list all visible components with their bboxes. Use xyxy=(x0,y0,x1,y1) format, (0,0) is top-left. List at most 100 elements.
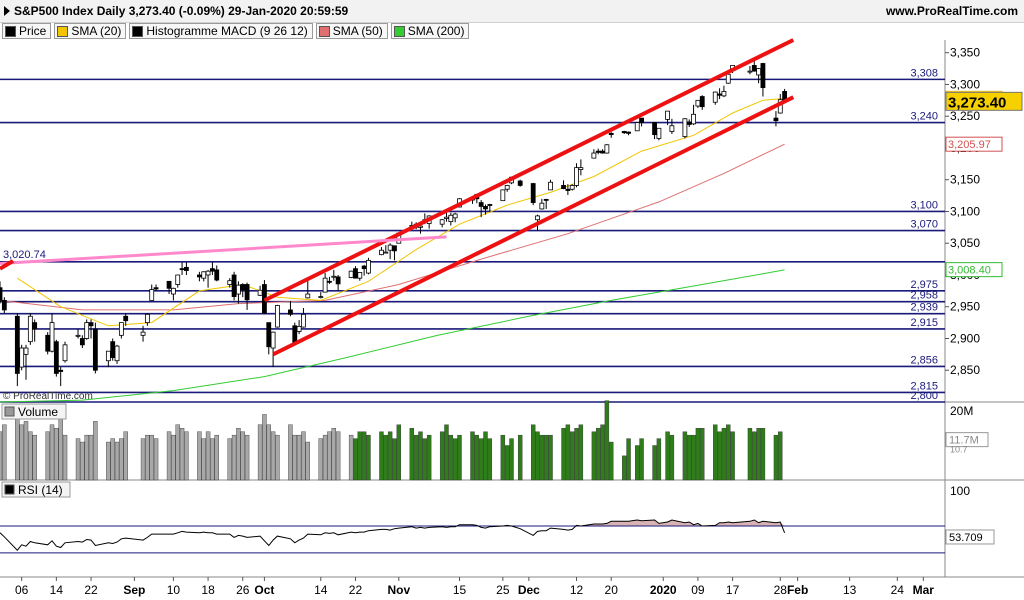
volume-bar xyxy=(539,434,545,481)
volume-bar xyxy=(687,434,692,481)
volume-bar xyxy=(383,434,389,481)
rsi-label: RSI (14) xyxy=(18,483,63,497)
current-price-badge xyxy=(945,91,1023,111)
date-tick-label: 10 xyxy=(167,583,181,597)
level-label: 2,815 xyxy=(910,380,938,392)
candle-down xyxy=(58,369,64,372)
level-label: 2,800 xyxy=(910,390,938,402)
volume-bar xyxy=(175,424,180,481)
candle-up xyxy=(227,280,233,285)
volume-bar xyxy=(535,431,540,481)
volume-bar xyxy=(752,431,757,481)
volume-bar xyxy=(266,424,271,481)
date-tick-label: 15 xyxy=(453,583,467,597)
candle-up xyxy=(500,189,506,202)
site-name[interactable]: www.ProRealTime.com xyxy=(885,4,1018,18)
volume-bar xyxy=(80,441,85,481)
volume-bar xyxy=(596,428,601,481)
candle-up xyxy=(669,125,675,132)
volume-bar xyxy=(366,434,371,481)
candle-up xyxy=(205,270,211,276)
volume-bar xyxy=(62,434,68,481)
candle-down xyxy=(79,338,85,346)
volume-bar xyxy=(231,434,237,481)
candle-up xyxy=(691,113,696,125)
volume-bar xyxy=(270,431,276,481)
volume-bar xyxy=(665,431,670,481)
candle-down xyxy=(179,268,185,271)
candle-down xyxy=(392,245,397,252)
candle-up xyxy=(114,345,120,362)
candle-up xyxy=(439,219,445,225)
date-tick-label: Sep xyxy=(123,583,145,597)
expand-caret-icon[interactable] xyxy=(4,6,10,16)
candle-down xyxy=(686,121,692,125)
candle-down xyxy=(32,322,38,330)
candle-down xyxy=(760,63,766,89)
candle-down xyxy=(353,268,358,279)
candle-up xyxy=(331,275,337,278)
candle-up xyxy=(548,181,553,191)
volume-current-label: 11.7M xyxy=(949,435,979,447)
volume-bar xyxy=(760,428,766,481)
volume-bar xyxy=(500,434,506,481)
candle-down xyxy=(621,131,627,134)
volume-bar xyxy=(15,414,20,481)
candle-up xyxy=(236,284,241,295)
legend-sma50[interactable]: SMA (50) xyxy=(315,23,388,39)
volume-bar xyxy=(778,431,783,481)
legend-price[interactable]: Price xyxy=(2,23,52,39)
legend-sma20[interactable]: SMA (20) xyxy=(54,23,127,39)
candle-down xyxy=(639,117,644,123)
volume-bar xyxy=(717,431,722,481)
level-label: 3,240 xyxy=(910,111,938,123)
volume-bar xyxy=(179,428,185,481)
date-tick-label: Oct xyxy=(254,583,274,597)
price-tick-label: 3,050 xyxy=(950,236,980,250)
volume-bar xyxy=(730,431,735,481)
volume-bar xyxy=(288,424,293,481)
sma20-line xyxy=(17,97,785,327)
sma50-line xyxy=(0,143,785,311)
legend-sma200[interactable]: SMA (200) xyxy=(390,23,470,39)
volume-bar xyxy=(0,431,3,481)
volume-partial-label: 10.7 xyxy=(950,445,968,455)
rsi-current-label: 53.709 xyxy=(949,532,983,544)
date-tick-label: 28 xyxy=(774,583,788,597)
candle-down xyxy=(561,185,566,190)
volume-bar xyxy=(483,431,488,481)
candle-up xyxy=(149,289,155,301)
volume-bar xyxy=(19,424,24,481)
candle-down xyxy=(1,299,7,311)
candle-down xyxy=(327,280,332,283)
sma200-swatch-icon xyxy=(393,25,405,37)
candle-up xyxy=(695,99,701,107)
candle-up xyxy=(322,277,328,293)
date-tick-label: Feb xyxy=(787,583,808,597)
candle-up xyxy=(118,322,124,336)
candle-up xyxy=(170,287,176,295)
candle-up xyxy=(604,144,610,154)
date-tick-label: 22 xyxy=(349,583,363,597)
price-tick-label: 3,150 xyxy=(950,173,980,187)
volume-bar xyxy=(387,431,393,481)
volume-bar xyxy=(422,438,428,481)
date-tick-label: 09 xyxy=(691,583,705,597)
candles xyxy=(0,60,788,387)
volume-bar xyxy=(713,424,718,481)
volume-bar xyxy=(509,438,514,481)
volume-bar xyxy=(444,424,449,481)
candle-down xyxy=(288,309,293,315)
volume-bar xyxy=(409,428,415,481)
candle-up xyxy=(296,326,302,332)
candle-down xyxy=(53,341,59,374)
legend-macd[interactable]: Histogramme MACD (9 26 12) xyxy=(129,23,313,39)
date-tick-label: 06 xyxy=(15,583,29,597)
date-tick-label: 24 xyxy=(891,583,905,597)
volume-bar xyxy=(682,431,688,481)
rsi-axis-label: 100 xyxy=(950,484,970,498)
rsi-swatch-icon xyxy=(4,484,15,495)
volume-bar xyxy=(487,438,493,481)
volume-bar xyxy=(548,434,553,481)
